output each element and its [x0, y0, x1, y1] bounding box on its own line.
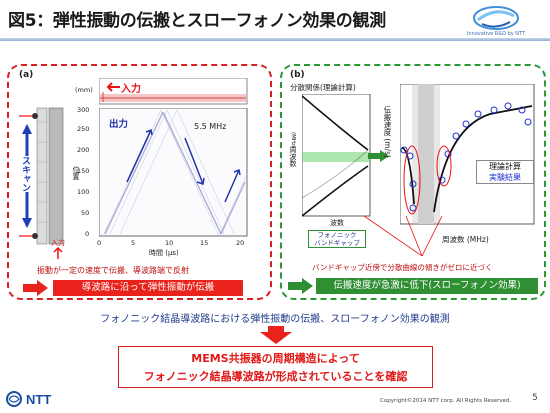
- panel-b-label: (b): [290, 70, 305, 80]
- x-tick: 5: [131, 239, 136, 247]
- right-arrow-icon: [23, 280, 48, 296]
- freq-axis-label: 周波数: [289, 146, 297, 167]
- dispersion-title: 分散関係(理論計算): [290, 83, 356, 92]
- freq-axis-bottom-label: 周波数 (MHz): [442, 235, 489, 244]
- x-tick: 10: [165, 239, 174, 247]
- input-arrow-icon: [106, 82, 120, 92]
- panel-a: (a) (mm) 入力 出力 5.5 MHz 0 50 100: [7, 64, 272, 300]
- conclusion-box: MEMS共振器の周期構造によって フォノニック結晶導波路が形成されていることを確…: [118, 346, 433, 388]
- output-label: 出力: [109, 119, 129, 130]
- page-number: 5: [532, 393, 538, 403]
- position-axis-label: 位置: [72, 166, 80, 180]
- panel-b-banner: 伝搬速度が急激に低下(スローフォノン効果): [316, 278, 538, 294]
- time-axis-label: 時間 (μs): [149, 249, 179, 257]
- copyright-text: Copyright©2014 NTT corp. All Rights Rese…: [380, 398, 512, 404]
- panel-b-note: バンドギャップ近傍で分散曲線の傾きがゼロに近づく: [312, 263, 493, 272]
- scan-label: スキャン: [19, 156, 32, 192]
- y-tick: 250: [77, 125, 90, 133]
- band-arrow-icon: [368, 150, 389, 162]
- velocity-plot: [400, 84, 535, 225]
- legend-experiment: 実験結果: [489, 173, 521, 182]
- bandgap-label: フォノニック バンドギャップ: [308, 230, 366, 248]
- x-tick: 15: [200, 239, 209, 247]
- input-bottom-label: 入力: [51, 239, 65, 247]
- logo-caption: Innovative R&D by NTT: [466, 31, 526, 37]
- velocity-axis-label: 伝搬速度 (m/s): [383, 106, 392, 158]
- wavenumber-label: 波数: [330, 219, 344, 227]
- propagation-image: [99, 108, 248, 237]
- dispersion-plot: [302, 94, 371, 217]
- panel-a-label: (a): [19, 70, 34, 80]
- mm-unit: (mm): [75, 86, 93, 94]
- x-tick: 20: [236, 239, 245, 247]
- x-tick: 0: [97, 239, 102, 247]
- ntt-rd-logo: [473, 6, 519, 30]
- pointer-lines: [363, 215, 443, 257]
- y-tick: 300: [77, 106, 90, 114]
- y-tick: 50: [81, 209, 90, 217]
- legend-box: 理論計算 実験結果: [476, 160, 534, 184]
- conclusion-line-2: フォノニック結晶導波路が形成されていることを確認: [143, 370, 408, 383]
- panel-a-note: 振動が一定の速度で伝搬、導波路端で反射: [37, 266, 189, 275]
- down-arrow-icon: [260, 326, 292, 344]
- y-tick: 150: [77, 167, 90, 175]
- svg-text:NTT: NTT: [26, 392, 51, 407]
- summary-text: フォノニック結晶導波路における弾性振動の伝搬、スローフォノン効果の観測: [100, 314, 450, 325]
- ntt-logo: NTT: [6, 391, 51, 407]
- page-title: 図5：弾性振動の伝搬とスローフォノン効果の観測: [8, 11, 386, 31]
- freq-label: 5.5 MHz: [194, 122, 227, 131]
- y-tick: 100: [77, 188, 90, 196]
- panel-a-banner: 導波路に沿って弾性振動が伝搬: [53, 280, 243, 296]
- conclusion-line-1: MEMS共振器の周期構造によって: [191, 352, 360, 365]
- green-right-arrow-icon: [288, 278, 313, 294]
- input-top-label: 入力: [121, 84, 141, 95]
- title-divider: [0, 38, 550, 41]
- input-waveform-strip: [99, 78, 248, 105]
- panel-b: (b) 分散関係(理論計算) 周波数 (MHz) 波数 フォノニック バンドギャ…: [280, 64, 546, 300]
- y-tick: 0: [85, 230, 90, 238]
- input-up-arrow-icon: [53, 246, 63, 259]
- y-tick: 200: [77, 146, 90, 154]
- legend-theory: 理論計算: [489, 162, 521, 171]
- freq-unit-label: (MHz): [290, 132, 296, 149]
